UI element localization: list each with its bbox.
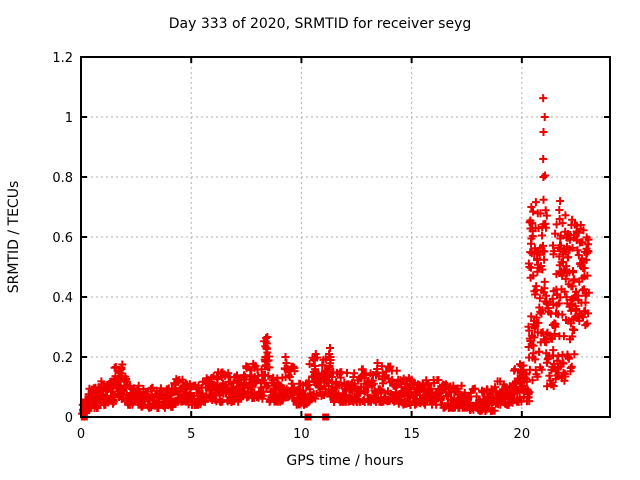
- x-axis-label: GPS time / hours: [286, 453, 403, 469]
- y-tick-label: 1: [65, 111, 73, 126]
- y-axis-label: SRMTID / TECUs: [6, 181, 22, 294]
- x-tick-label: 0: [77, 427, 85, 442]
- axis-ticks: [80, 56, 610, 418]
- y-tick-label: 0.8: [52, 171, 73, 186]
- y-tick-label: 0.4: [52, 291, 73, 306]
- x-tick-label: 10: [293, 427, 310, 442]
- chart-title: Day 333 of 2020, SRMTID for receiver sey…: [169, 16, 472, 32]
- x-tick-label: 5: [187, 427, 195, 442]
- axis-tick-labels: 0 5 10 15 20 0 0.2 0.4 0.6 0.8 1 1.2: [52, 51, 530, 442]
- y-tick-label: 0.6: [52, 231, 73, 246]
- y-tick-label: 1.2: [52, 51, 73, 66]
- x-tick-label: 20: [514, 427, 531, 442]
- y-tick-label: 0: [65, 411, 73, 426]
- grid: [81, 57, 610, 417]
- x-tick-label: 15: [403, 427, 420, 442]
- y-tick-label: 0.2: [52, 351, 73, 366]
